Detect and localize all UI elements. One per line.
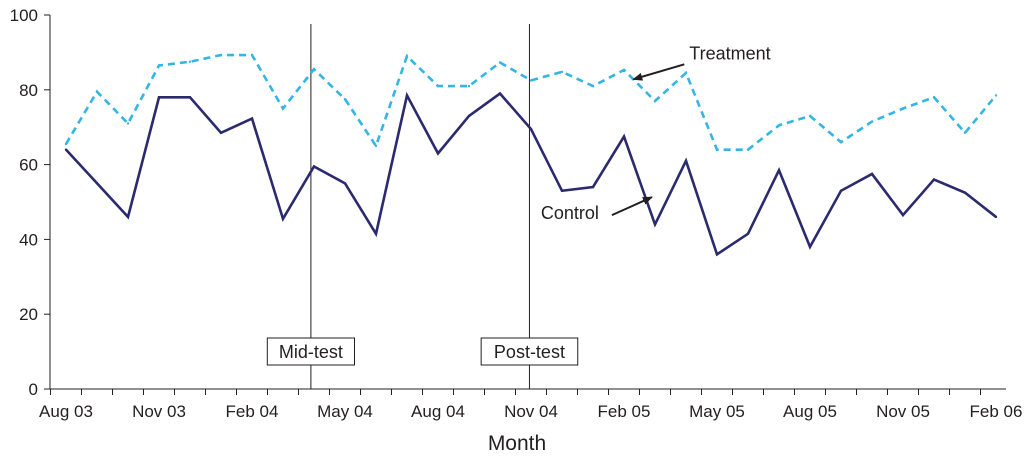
- data-point: [778, 124, 780, 126]
- x-tick-label: Aug 05: [783, 402, 837, 421]
- data-point: [499, 61, 501, 63]
- data-point: [220, 54, 222, 56]
- data-point: [437, 85, 439, 87]
- data-point: [251, 54, 253, 56]
- data-point: [964, 132, 966, 134]
- x-tick-label: Feb 06: [970, 402, 1023, 421]
- y-tick-label: 80: [19, 81, 38, 100]
- data-point: [96, 182, 98, 184]
- annotation-treatment: Treatment: [633, 43, 770, 79]
- data-point: [127, 216, 129, 218]
- data-point: [840, 141, 842, 143]
- data-point: [344, 182, 346, 184]
- y-tick-label: 60: [19, 156, 38, 175]
- data-point: [468, 85, 470, 87]
- data-point: [561, 190, 563, 192]
- annotation-arrow: [633, 64, 684, 79]
- data-point: [871, 120, 873, 122]
- y-tick-label: 20: [19, 305, 38, 324]
- x-tick-label: Aug 03: [39, 402, 93, 421]
- data-point: [902, 107, 904, 109]
- data-point: [220, 132, 222, 134]
- data-point: [406, 94, 408, 96]
- x-tick-label: Feb 04: [226, 402, 279, 421]
- phase-lines: Mid-test Post-test: [267, 24, 577, 389]
- data-point: [65, 148, 67, 150]
- x-tick-label: Aug 04: [411, 402, 465, 421]
- y-tick-label: 40: [19, 230, 38, 249]
- data-point: [282, 107, 284, 109]
- data-point: [158, 64, 160, 66]
- phase-label: Mid-test: [279, 342, 343, 362]
- data-point: [623, 69, 625, 71]
- data-point: [623, 135, 625, 137]
- data-point: [530, 128, 532, 130]
- data-point: [561, 71, 563, 73]
- data-point: [375, 233, 377, 235]
- series-control: [65, 92, 997, 255]
- data-point: [406, 55, 408, 57]
- data-point: [592, 85, 594, 87]
- y-tick-label: 0: [29, 380, 38, 399]
- data-point: [747, 233, 749, 235]
- x-tick-label: Nov 03: [132, 402, 186, 421]
- data-point: [437, 152, 439, 154]
- data-point: [995, 94, 997, 96]
- data-series: [65, 54, 997, 256]
- series-line-control: [66, 94, 996, 255]
- data-point: [251, 117, 253, 119]
- data-point: [685, 72, 687, 74]
- x-tick-label: Nov 04: [504, 402, 558, 421]
- data-point: [995, 216, 997, 218]
- data-point: [530, 79, 532, 81]
- data-point: [313, 165, 315, 167]
- data-point: [189, 61, 191, 63]
- data-point: [189, 96, 191, 98]
- data-point: [592, 186, 594, 188]
- phase-label: Post-test: [494, 342, 565, 362]
- data-point: [809, 246, 811, 248]
- x-tick-label: Nov 05: [876, 402, 930, 421]
- data-point: [933, 96, 935, 98]
- data-point: [902, 214, 904, 216]
- data-point: [840, 190, 842, 192]
- data-point: [375, 145, 377, 147]
- data-point: [809, 115, 811, 117]
- data-point: [654, 223, 656, 225]
- series-treatment: [65, 54, 997, 151]
- data-point: [468, 115, 470, 117]
- data-point: [933, 178, 935, 180]
- data-point: [282, 218, 284, 220]
- annotations: Treatment Control: [541, 43, 771, 223]
- data-point: [96, 90, 98, 92]
- data-point: [654, 100, 656, 102]
- data-point: [747, 148, 749, 150]
- data-point: [964, 191, 966, 193]
- x-tick-label: Feb 05: [598, 402, 651, 421]
- annotation-label: Control: [541, 203, 599, 223]
- series-line-treatment: [66, 55, 996, 150]
- x-tick-label: May 05: [689, 402, 745, 421]
- data-point: [871, 173, 873, 175]
- data-point: [716, 148, 718, 150]
- data-point: [313, 68, 315, 70]
- data-point: [685, 160, 687, 162]
- data-point: [716, 253, 718, 255]
- data-point: [499, 92, 501, 94]
- data-point: [344, 98, 346, 100]
- data-point: [778, 169, 780, 171]
- data-point: [127, 122, 129, 124]
- data-point: [158, 96, 160, 98]
- annotation-control: Control: [541, 197, 652, 223]
- y-tick-label: 100: [10, 6, 38, 25]
- annotation-arrow: [612, 197, 652, 215]
- x-axis-label: Month: [488, 432, 546, 455]
- data-point: [65, 143, 67, 145]
- x-tick-label: May 04: [317, 402, 373, 421]
- annotation-label: Treatment: [689, 43, 770, 63]
